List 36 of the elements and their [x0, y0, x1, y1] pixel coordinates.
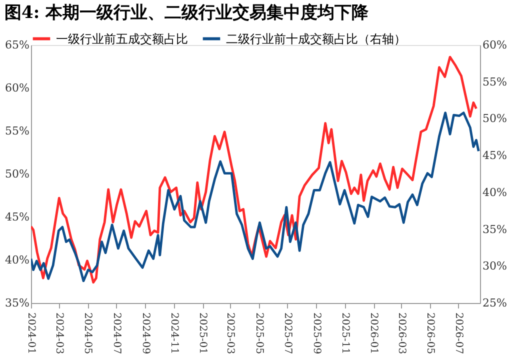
x-tick-label: 2024-05	[82, 312, 94, 354]
line-series	[31, 56, 478, 284]
x-tick-label: 2025-11	[340, 312, 351, 354]
y2-tick-label: 45%	[482, 149, 507, 162]
x-tick-label: 2024-07	[110, 312, 122, 354]
x-tick-label: 2026-05	[424, 312, 436, 354]
y2-tick-label: 40%	[482, 186, 507, 199]
y-tick-label: 50%	[5, 168, 30, 180]
legend-label: 一级行业前五成交额占比	[56, 32, 188, 46]
x-tick-label: 2025-03	[224, 312, 236, 354]
x-tick-label: 2025-05	[253, 312, 264, 354]
y-tick-label: 60%	[5, 82, 30, 94]
x-tick-label: 2026-07	[452, 312, 464, 354]
x-tick-label: 2024-03	[54, 312, 65, 354]
x-tick-label: 2026-03	[396, 312, 407, 354]
y2-tick-label: 50%	[482, 112, 507, 126]
y-tick-label: 45%	[5, 210, 30, 224]
y-tick-label: 65%	[5, 38, 30, 52]
x-tick-label: 2024-11	[168, 312, 180, 354]
x-tick-label: 2025-09	[310, 312, 322, 354]
y-tick-label: 40%	[5, 254, 30, 266]
y2-tick-label: 30%	[482, 260, 507, 273]
line-series	[31, 112, 480, 282]
x-tick-label: 2025-01	[197, 312, 208, 354]
y2-tick-label: 60%	[482, 38, 507, 52]
y-tick-label: 55%	[5, 124, 30, 138]
x-tick-label: 2025-07	[282, 312, 293, 354]
x-tick-label: 2026-01	[368, 312, 380, 354]
y2-tick-label: 25%	[482, 296, 507, 310]
y2-tick-label: 55%	[482, 75, 507, 88]
chart-title: 图4: 本期一级行业、二级行业交易集中度均下降	[4, 3, 370, 23]
y-tick-label: 35%	[5, 296, 30, 310]
legend-label: 二级行业前十成交额占比（右轴）	[226, 32, 406, 46]
x-tick-label: 2024-09	[140, 312, 151, 354]
y2-tick-label: 35%	[482, 222, 507, 236]
x-tick-label: 2024-01	[26, 312, 36, 354]
